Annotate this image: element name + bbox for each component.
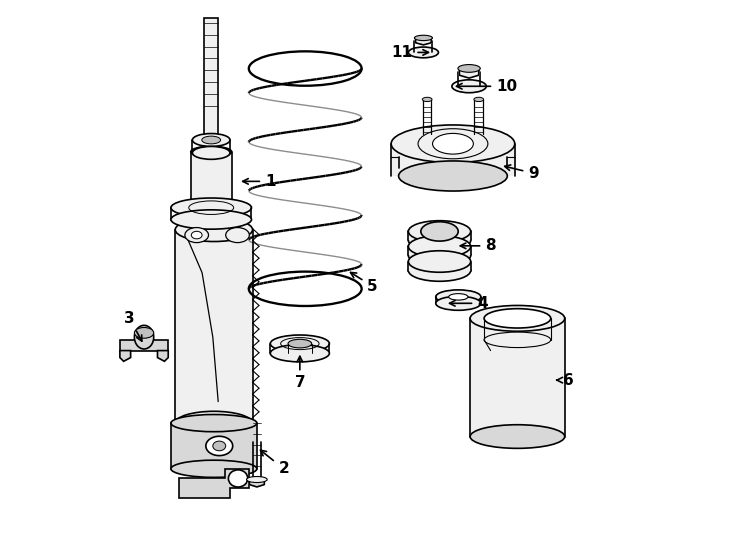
Polygon shape (120, 340, 168, 350)
Ellipse shape (213, 441, 226, 451)
Ellipse shape (185, 227, 208, 242)
Ellipse shape (408, 47, 438, 58)
Bar (408, 232, 470, 240)
Ellipse shape (175, 411, 252, 435)
Text: 5: 5 (351, 273, 378, 294)
Ellipse shape (418, 129, 488, 159)
Ellipse shape (270, 335, 330, 352)
Ellipse shape (408, 251, 470, 272)
Ellipse shape (171, 198, 252, 218)
Bar (470, 319, 564, 436)
Text: 10: 10 (457, 79, 517, 94)
Ellipse shape (484, 309, 550, 328)
Ellipse shape (206, 436, 233, 456)
Ellipse shape (458, 65, 480, 72)
Ellipse shape (171, 210, 252, 229)
Bar (204, 17, 218, 136)
Ellipse shape (134, 325, 153, 349)
Text: 4: 4 (449, 296, 488, 311)
Polygon shape (415, 36, 431, 45)
Ellipse shape (452, 80, 486, 93)
Ellipse shape (474, 97, 484, 102)
Ellipse shape (422, 97, 432, 102)
Ellipse shape (192, 133, 230, 146)
Ellipse shape (192, 231, 202, 239)
Bar (175, 230, 252, 423)
Ellipse shape (448, 294, 468, 300)
Ellipse shape (175, 218, 252, 241)
Ellipse shape (408, 260, 470, 281)
Ellipse shape (470, 306, 564, 331)
Ellipse shape (408, 245, 470, 266)
Ellipse shape (192, 146, 230, 159)
Text: 9: 9 (505, 165, 539, 181)
Ellipse shape (171, 415, 257, 431)
Ellipse shape (247, 476, 267, 483)
Polygon shape (250, 477, 264, 487)
Ellipse shape (134, 327, 153, 338)
Ellipse shape (408, 230, 470, 251)
Text: 11: 11 (391, 45, 429, 60)
Ellipse shape (421, 222, 458, 241)
Ellipse shape (432, 133, 473, 154)
Text: 8: 8 (460, 238, 496, 253)
Ellipse shape (391, 125, 515, 163)
Polygon shape (120, 350, 131, 361)
Ellipse shape (191, 146, 232, 157)
Bar (191, 152, 232, 219)
Bar (391, 144, 515, 176)
Ellipse shape (270, 345, 330, 362)
Ellipse shape (288, 339, 312, 348)
Ellipse shape (408, 236, 470, 257)
Bar (171, 423, 257, 469)
Ellipse shape (202, 136, 221, 144)
Ellipse shape (399, 161, 507, 191)
Ellipse shape (228, 470, 248, 487)
Ellipse shape (436, 290, 481, 304)
Text: 3: 3 (124, 311, 142, 341)
Ellipse shape (171, 460, 257, 477)
Ellipse shape (484, 332, 550, 348)
Text: 1: 1 (243, 174, 275, 189)
Ellipse shape (226, 227, 250, 242)
Polygon shape (158, 350, 168, 361)
Bar (408, 261, 470, 271)
Text: 6: 6 (557, 373, 574, 388)
Text: 2: 2 (261, 450, 289, 476)
Polygon shape (459, 66, 479, 78)
Ellipse shape (436, 296, 481, 310)
Ellipse shape (470, 425, 564, 448)
Bar (408, 246, 470, 255)
Ellipse shape (415, 35, 432, 40)
Text: 7: 7 (294, 356, 305, 390)
Ellipse shape (408, 221, 470, 242)
Polygon shape (179, 469, 249, 498)
